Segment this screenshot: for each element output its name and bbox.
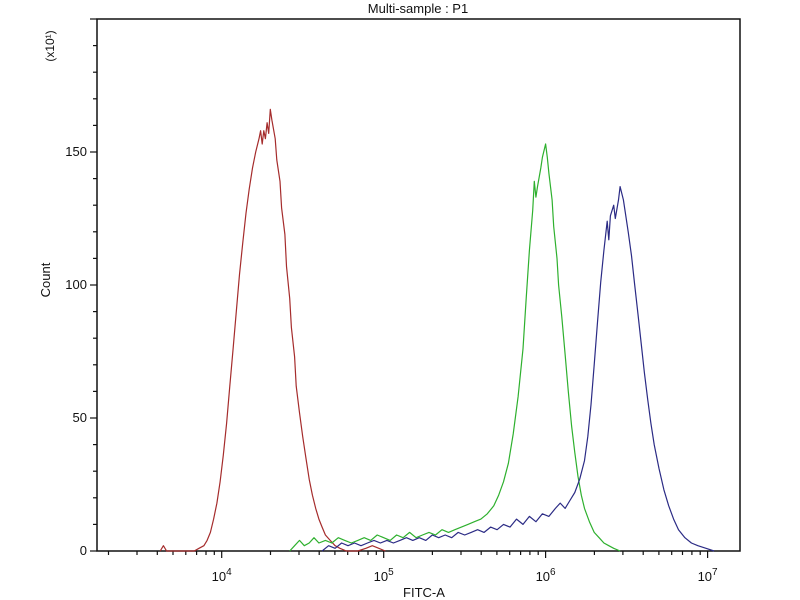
- chart-title: Multi-sample : P1: [368, 1, 468, 16]
- x-axis-label: FITC-A: [403, 585, 445, 600]
- y-axis-unit-label: (x10¹): [43, 30, 57, 61]
- y-axis-label: Count: [38, 262, 53, 297]
- y-axis-tick-label: 100: [65, 277, 87, 292]
- histogram-curve-blue: [321, 186, 715, 552]
- y-axis-tick-label: 0: [80, 543, 87, 558]
- histogram-curve-red: [159, 108, 386, 552]
- x-axis-tick-label: 107: [698, 567, 718, 584]
- axis-ticks: 104 105 106 107 0 50 100 150: [65, 18, 718, 584]
- histogram-curves: [159, 108, 715, 552]
- x-axis-tick-label: 104: [212, 567, 232, 584]
- y-axis-tick-label: 50: [73, 410, 87, 425]
- plot-area: [96, 18, 741, 552]
- histogram-curve-green: [289, 143, 621, 552]
- y-axis-tick-label: 150: [65, 144, 87, 159]
- x-axis-tick-label: 105: [374, 567, 394, 584]
- x-axis-tick-label: 106: [536, 567, 556, 584]
